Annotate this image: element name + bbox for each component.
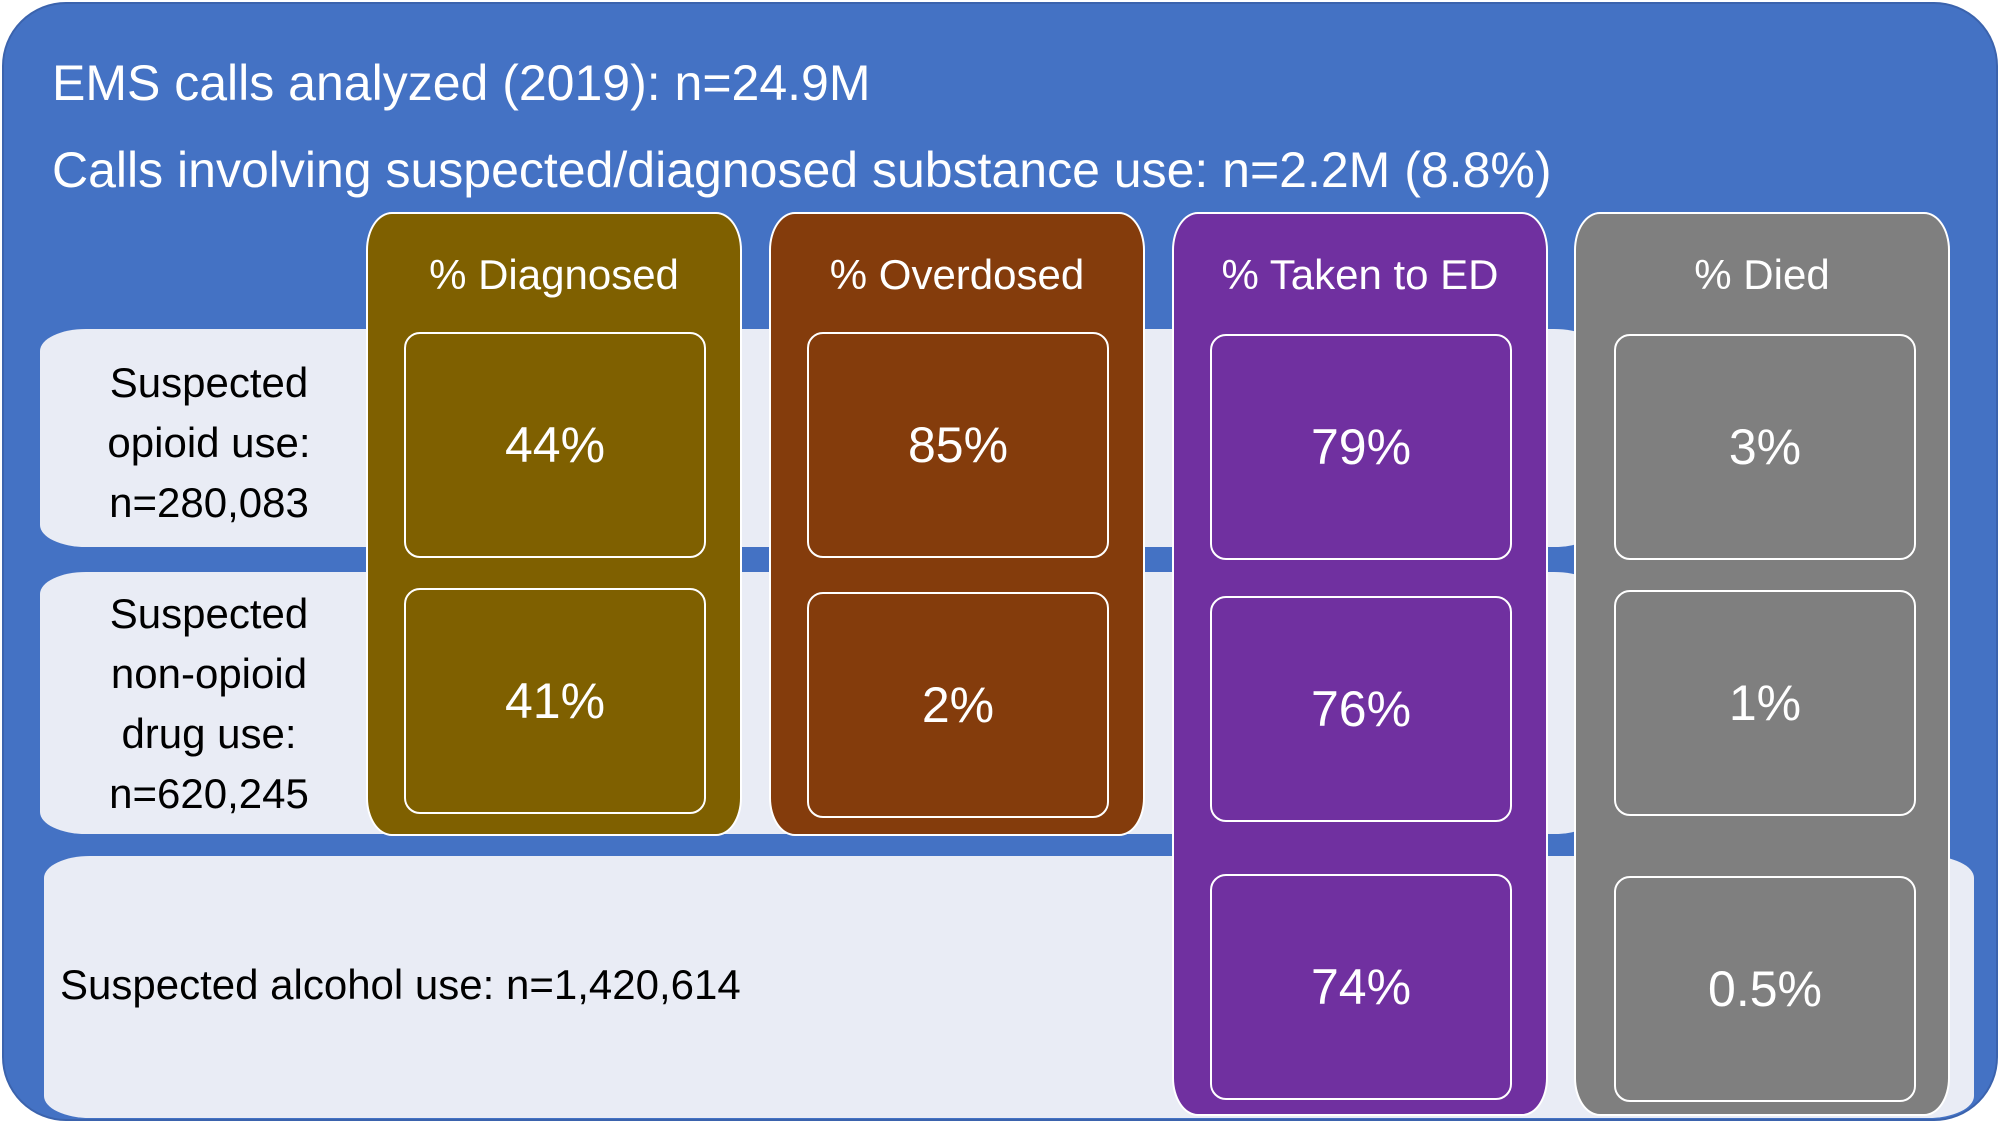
row-label-line: n=280,083 [109,479,309,526]
column-overdosed: % Overdosed 85% 2% [769,212,1145,836]
column-header-taken-to-ed: % Taken to ED [1221,251,1499,298]
row-label-line: n=620,245 [109,770,309,817]
row-label-line: drug use: [121,710,297,757]
column-header-overdosed: % Overdosed [829,251,1085,298]
column-header-died: % Died [1694,251,1830,298]
column-diagnosed: % Diagnosed 44% 41% [366,212,742,836]
row-label-alcohol: Suspected alcohol use: n=1,420,614 [60,961,741,1008]
cell-diagnosed-non-opioid: 41% [404,588,706,814]
row-label-line: Suspected [109,359,309,406]
header-substance-calls: Calls involving suspected/diagnosed subs… [52,142,1552,198]
column-taken-to-ed: % Taken to ED 79% 76% 74% [1172,212,1548,1116]
cell-ed-non-opioid: 76% [1210,596,1512,822]
cell-overdosed-opioid: 85% [807,332,1109,558]
row-label-line: non-opioid [110,650,308,697]
column-died: % Died 3% 1% 0.5% [1574,212,1950,1116]
row-label-opioid: Suspected opioid use: n=280,083 [54,353,364,533]
cell-diagnosed-opioid: 44% [404,332,706,558]
cell-died-opioid: 3% [1614,334,1916,560]
row-label-line: opioid use: [107,419,311,466]
cell-died-non-opioid: 1% [1614,590,1916,816]
cell-ed-opioid: 79% [1210,334,1512,560]
cell-ed-alcohol: 74% [1210,874,1512,1100]
row-label-non-opioid: Suspected non-opioid drug use: n=620,245 [54,584,364,824]
cell-overdosed-non-opioid: 2% [807,592,1109,818]
header-total-calls: EMS calls analyzed (2019): n=24.9M [52,55,871,111]
cell-died-alcohol: 0.5% [1614,876,1916,1102]
row-label-line: Suspected [109,590,309,637]
column-header-diagnosed: % Diagnosed [429,251,679,298]
